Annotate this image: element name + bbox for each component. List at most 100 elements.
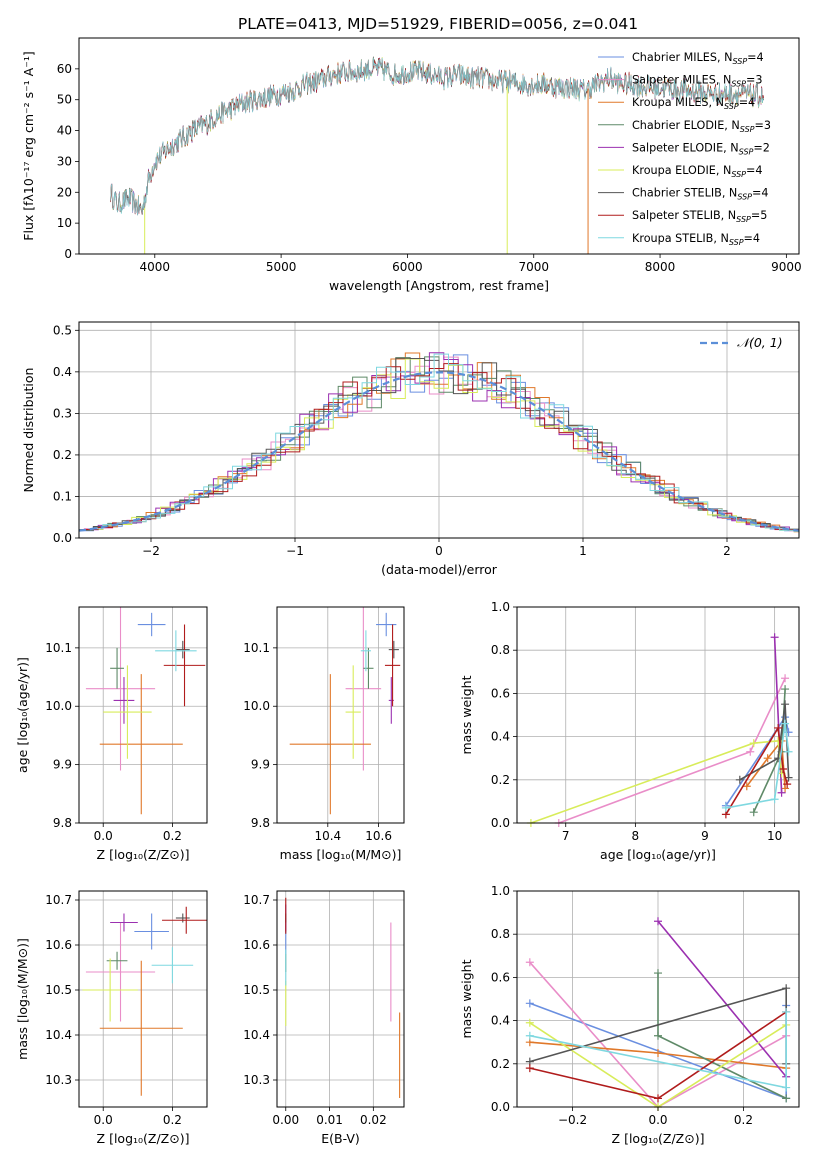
normal-reference-curve — [78, 371, 800, 532]
y-axis-label: age [log₁₀(age/yr)] — [15, 657, 30, 773]
weight-vs-age-chart: 7 8 9 10 0.0 0.2 0.4 0.6 0.8 1.0 age [log₁₀(age/yr… — [459, 600, 800, 862]
weight-point-marker — [654, 917, 662, 926]
y-tick-label: 0.0 — [491, 816, 510, 830]
y-tick-label: 10.7 — [243, 893, 270, 907]
plots-container: 4000 5000 6000 7000 8000 90000102030405060wav… — [15, 37, 802, 1146]
weight-series-line — [746, 738, 786, 789]
legend-nssp: =4 — [739, 96, 756, 109]
y-tick-label: 10.5 — [45, 983, 72, 997]
age-vs-z-chart: 0.0 0.2 9.8 9.9 10.0 10.1 Z [log₁₀(Z/Z⊙)] age [… — [15, 606, 208, 862]
y-tick-label: 60 — [57, 62, 72, 76]
weight-point-marker — [654, 969, 662, 978]
legend-subscript: SSP — [724, 102, 739, 111]
y-tick-label: 10.5 — [243, 983, 270, 997]
legend-entry: Kroupa STELIB, NSSP=4 — [632, 232, 760, 247]
spectrum-line — [110, 57, 764, 216]
figure-title: PLATE=0413, MJD=51929, FIBERID=0056, z=0… — [238, 15, 638, 33]
y-tick-label: 0.4 — [53, 365, 72, 379]
y-tick-label: 0.8 — [491, 643, 510, 657]
y-tick-label: 10.1 — [243, 641, 270, 655]
weight-series-line — [657, 973, 787, 1100]
y-tick-label: 10 — [57, 216, 72, 230]
x-tick-label: 0.0 — [648, 1113, 667, 1127]
y-tick-label: 20 — [57, 185, 72, 199]
x-tick-label: 5000 — [266, 260, 297, 274]
legend-nssp: =4 — [747, 51, 764, 64]
y-tick-label: 0.4 — [491, 1014, 510, 1028]
weight-series-line — [657, 920, 787, 1078]
x-tick-label: 0.2 — [734, 1113, 753, 1127]
x-tick-label: −2 — [142, 544, 160, 558]
x-tick-label: 0.01 — [316, 1113, 343, 1127]
legend-subscript: SSP — [731, 80, 746, 89]
weight-point-marker — [781, 700, 790, 709]
weight-point-marker — [721, 803, 730, 812]
legend-subscript: SSP — [737, 193, 752, 202]
x-tick-label: −0.2 — [558, 1113, 587, 1127]
legend-nssp: =2 — [753, 141, 770, 154]
weight-point-marker — [654, 1049, 662, 1057]
x-tick-label: 4000 — [140, 260, 171, 274]
x-tick-label: 0.00 — [272, 1113, 299, 1127]
x-tick-label: 10.6 — [365, 829, 392, 843]
histogram-series — [79, 357, 799, 531]
reference-legend-label: 𝒩(0, 1) — [737, 335, 783, 350]
y-tick-label: 10.0 — [45, 699, 72, 713]
y-tick-label: 10.6 — [45, 938, 72, 952]
legend-nssp: =3 — [746, 74, 763, 87]
axes-frame — [78, 606, 208, 824]
y-tick-label: 0.6 — [491, 686, 510, 700]
y-tick-label: 0.2 — [491, 773, 510, 787]
y-tick-label: 0.0 — [491, 1100, 510, 1114]
weight-point-marker — [770, 633, 779, 642]
axes-frame — [276, 890, 405, 1108]
histogram-series — [83, 356, 799, 532]
weight-point-marker — [749, 808, 758, 817]
x-tick-label: 0.0 — [94, 1113, 113, 1127]
x-axis-label: mass [log₁₀(M/M⊙)] — [280, 847, 402, 862]
weight-point-marker — [746, 747, 755, 756]
legend-entry: Salpeter ELODIE, NSSP=2 — [632, 141, 770, 156]
histogram-series — [88, 353, 799, 532]
y-tick-label: 0.1 — [53, 489, 72, 503]
legend-subscript: SSP — [739, 147, 754, 156]
y-tick-label: 10.0 — [243, 699, 270, 713]
weight-point-marker — [654, 1031, 662, 1040]
y-tick-label: 9.9 — [53, 758, 72, 772]
legend-model-name: Chabrier MILES, N — [632, 51, 732, 64]
y-tick-label: 9.8 — [251, 816, 270, 830]
weight-point-marker — [763, 754, 772, 763]
legend-nssp: =4 — [746, 164, 763, 177]
y-tick-label: 0.6 — [491, 970, 510, 984]
axes-frame — [78, 37, 800, 255]
y-tick-label: 0.0 — [53, 531, 72, 545]
legend-nssp: =4 — [744, 232, 761, 245]
weight-point-marker — [774, 723, 783, 732]
y-tick-label: 10.7 — [45, 893, 72, 907]
x-axis-label: wavelength [Angstrom, rest frame] — [329, 278, 549, 293]
weight-point-marker — [781, 784, 790, 793]
legend-nssp: =4 — [752, 187, 769, 200]
weight-point-marker — [777, 788, 786, 797]
x-tick-label: −1 — [286, 544, 304, 558]
y-tick-label: 0.2 — [491, 1057, 510, 1071]
x-tick-label: 0.02 — [360, 1113, 387, 1127]
y-tick-label: 10.4 — [243, 1028, 270, 1042]
y-axis-label: mass weight — [459, 675, 474, 754]
legend-model-name: Salpeter ELODIE, N — [632, 141, 739, 154]
legend-entry: Chabrier MILES, NSSP=4 — [632, 51, 764, 66]
weight-series-line — [725, 723, 790, 809]
weight-point-marker — [735, 775, 744, 784]
legend-nssp: =5 — [751, 209, 768, 222]
y-tick-label: 0.4 — [491, 730, 510, 744]
weight-point-marker — [782, 1094, 791, 1103]
y-tick-label: 1.0 — [491, 600, 510, 614]
weight-point-marker — [525, 1064, 534, 1073]
x-tick-label: 0.0 — [94, 829, 113, 843]
y-tick-label: 10.4 — [45, 1028, 72, 1042]
legend-subscript: SSP — [732, 57, 747, 66]
axes-frame — [276, 606, 405, 824]
weight-point-marker — [749, 739, 758, 748]
x-tick-label: 10 — [767, 829, 782, 843]
